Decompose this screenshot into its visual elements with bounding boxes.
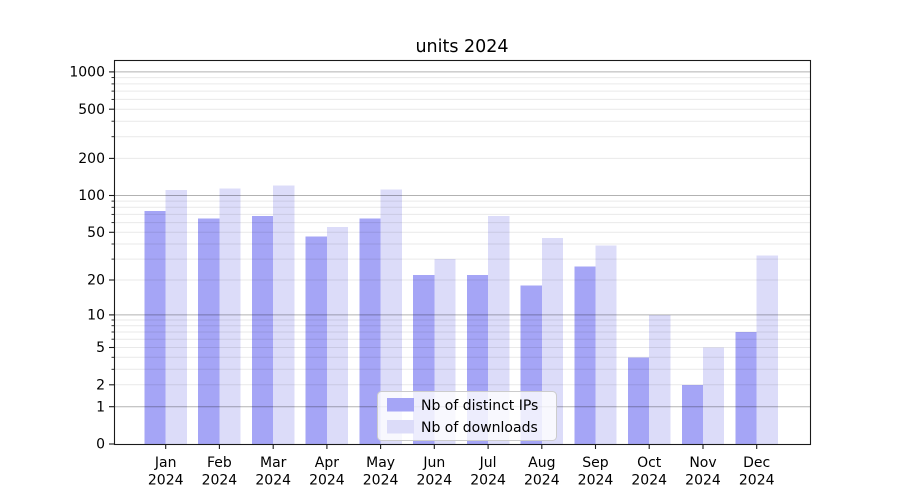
legend-swatch-1 bbox=[387, 420, 414, 434]
x-tick-label-year-feb: 2024 bbox=[202, 473, 238, 489]
x-tick-label-year-oct: 2024 bbox=[631, 473, 667, 489]
y-tick-label-50: 50 bbox=[87, 225, 105, 241]
legend-label-1: Nb of downloads bbox=[421, 420, 538, 436]
y-tick-label-5: 5 bbox=[96, 340, 105, 356]
bar-downloads-dec bbox=[756, 255, 778, 444]
tick-labels-layer: 0 1 2 5 10 20 50 100 200 500 1000 Jan 2024 Feb 2024 Mar… bbox=[69, 65, 774, 489]
x-tick-label-month-may: May bbox=[366, 455, 395, 471]
legend-swatch-0 bbox=[387, 398, 414, 412]
x-tick-label-month-dec: Dec bbox=[743, 455, 770, 471]
x-tick-label-year-sep: 2024 bbox=[578, 473, 614, 489]
x-tick-label-month-jan: Jan bbox=[154, 455, 177, 471]
x-tick-label-month-feb: Feb bbox=[207, 455, 232, 471]
bar-distinct-ips-feb bbox=[198, 218, 220, 444]
y-tick-label-0: 0 bbox=[96, 437, 105, 453]
x-tick-label-month-jun: Jun bbox=[422, 455, 445, 471]
x-tick-label-year-dec: 2024 bbox=[739, 473, 775, 489]
bar-downloads-sep bbox=[595, 245, 617, 444]
x-tick-label-year-jan: 2024 bbox=[148, 473, 184, 489]
x-tick-label-month-aug: Aug bbox=[528, 455, 555, 471]
x-tick-label-year-jun: 2024 bbox=[416, 473, 452, 489]
bar-downloads-nov bbox=[703, 347, 725, 444]
y-tick-label-200: 200 bbox=[78, 151, 105, 167]
y-tick-label-10: 10 bbox=[87, 308, 105, 324]
y-tick-label-20: 20 bbox=[87, 273, 105, 289]
y-tick-label-2: 2 bbox=[96, 377, 105, 393]
bar-distinct-ips-mar bbox=[252, 216, 274, 444]
bar-downloads-apr bbox=[326, 227, 349, 444]
x-tick-label-year-nov: 2024 bbox=[685, 473, 721, 489]
legend-label-0: Nb of distinct IPs bbox=[421, 398, 538, 414]
y-tick-label-1000: 1000 bbox=[69, 65, 105, 81]
bar-distinct-ips-jan bbox=[144, 210, 166, 444]
bar-downloads-jan bbox=[165, 189, 187, 444]
bar-distinct-ips-dec bbox=[735, 332, 757, 444]
y-tick-label-1: 1 bbox=[96, 399, 105, 415]
x-tick-label-year-may: 2024 bbox=[363, 473, 399, 489]
plot-border bbox=[113, 59, 812, 446]
x-tick-label-year-apr: 2024 bbox=[309, 473, 345, 489]
bar-distinct-ips-sep bbox=[574, 266, 596, 444]
bar-distinct-ips-oct bbox=[628, 357, 650, 444]
bar-distinct-ips-nov bbox=[681, 384, 703, 444]
x-tick-label-month-nov: Nov bbox=[689, 455, 716, 471]
legend-box bbox=[377, 391, 557, 441]
x-tick-label-month-sep: Sep bbox=[582, 455, 609, 471]
x-tick-label-year-aug: 2024 bbox=[524, 473, 560, 489]
x-tick-label-year-jul: 2024 bbox=[470, 473, 506, 489]
x-tick-label-month-mar: Mar bbox=[260, 455, 287, 471]
bar-downloads-feb bbox=[219, 188, 241, 444]
x-tick-label-month-oct: Oct bbox=[637, 455, 662, 471]
axes-layer bbox=[109, 59, 812, 449]
x-tick-label-month-jul: Jul bbox=[479, 455, 497, 471]
chart-title: units 2024 bbox=[415, 37, 508, 57]
y-tick-label-500: 500 bbox=[78, 102, 105, 118]
y-tick-label-100: 100 bbox=[78, 188, 105, 204]
bar-downloads-oct bbox=[649, 314, 671, 444]
bar-downloads-may bbox=[380, 189, 402, 444]
bar-downloads-jul bbox=[488, 216, 510, 444]
bar-downloads-mar bbox=[273, 185, 295, 445]
bar-distinct-ips-may bbox=[359, 218, 381, 444]
grid-layer bbox=[115, 71, 810, 408]
x-tick-label-year-mar: 2024 bbox=[255, 473, 291, 489]
x-tick-label-month-apr: Apr bbox=[315, 455, 339, 471]
legend: Nb of distinct IPs Nb of downloads bbox=[377, 391, 557, 441]
bar-distinct-ips-apr bbox=[305, 236, 327, 444]
